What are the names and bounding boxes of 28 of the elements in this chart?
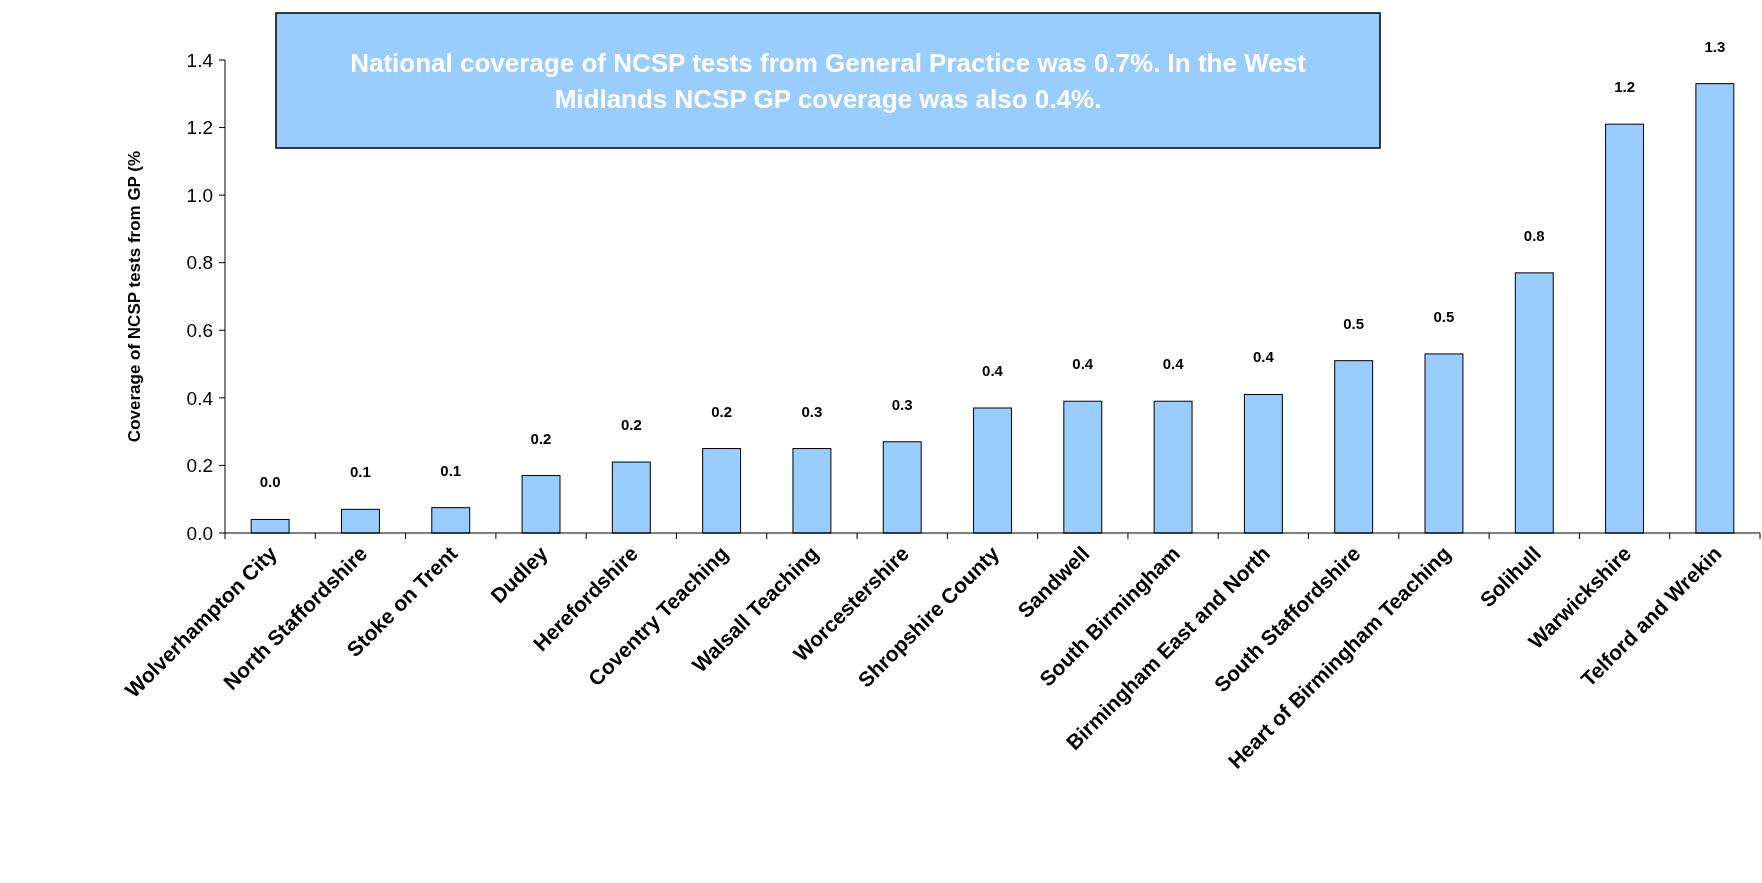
- data-label: 1.3: [1704, 37, 1726, 55]
- data-label: 0.4: [1252, 348, 1275, 366]
- y-axis-title: Coverage of NCSP tests from GP (%: [125, 150, 144, 443]
- data-label: 0.2: [620, 416, 642, 434]
- data-label: 0.2: [711, 402, 733, 420]
- data-label: 0.5: [1433, 307, 1455, 325]
- y-tick-label: 1.0: [186, 184, 213, 206]
- y-tick-label: 1.2: [186, 117, 213, 139]
- data-label: 0.4: [982, 361, 1004, 379]
- data-label: 0.2: [530, 429, 552, 447]
- data-label: 0.4: [1072, 355, 1094, 373]
- data-label: 0.1: [440, 461, 462, 479]
- data-label: 1.2: [1614, 78, 1635, 96]
- y-tick-label: 1.4: [186, 49, 214, 71]
- data-label: 0.4: [1162, 355, 1185, 373]
- y-tick-label: 0.6: [186, 319, 213, 341]
- y-tick-label: 0.0: [186, 522, 213, 544]
- annotation: National coverage of NCSP tests from General Practice was 0.7%. In the West Midlands NCSP GP coverage was also 0.4%.: [349, 46, 1307, 116]
- text-box: National coverage of NCSP tests from General Practice was 0.7%. In the West Midlands NCSP GP coverage was also 0.4%.: [275, 12, 1381, 149]
- data-label: 0.8: [1523, 226, 1545, 244]
- y-tick-label: 0.2: [186, 455, 213, 477]
- data-label: 0.3: [891, 395, 913, 413]
- data-label: 0.3: [801, 402, 823, 420]
- data-label: 0.0: [259, 473, 281, 491]
- data-label: 0.5: [1343, 314, 1365, 332]
- y-tick-label: 0.4: [186, 387, 214, 409]
- data-label: 0.1: [350, 463, 371, 481]
- y-tick-label: 0.8: [186, 252, 213, 274]
